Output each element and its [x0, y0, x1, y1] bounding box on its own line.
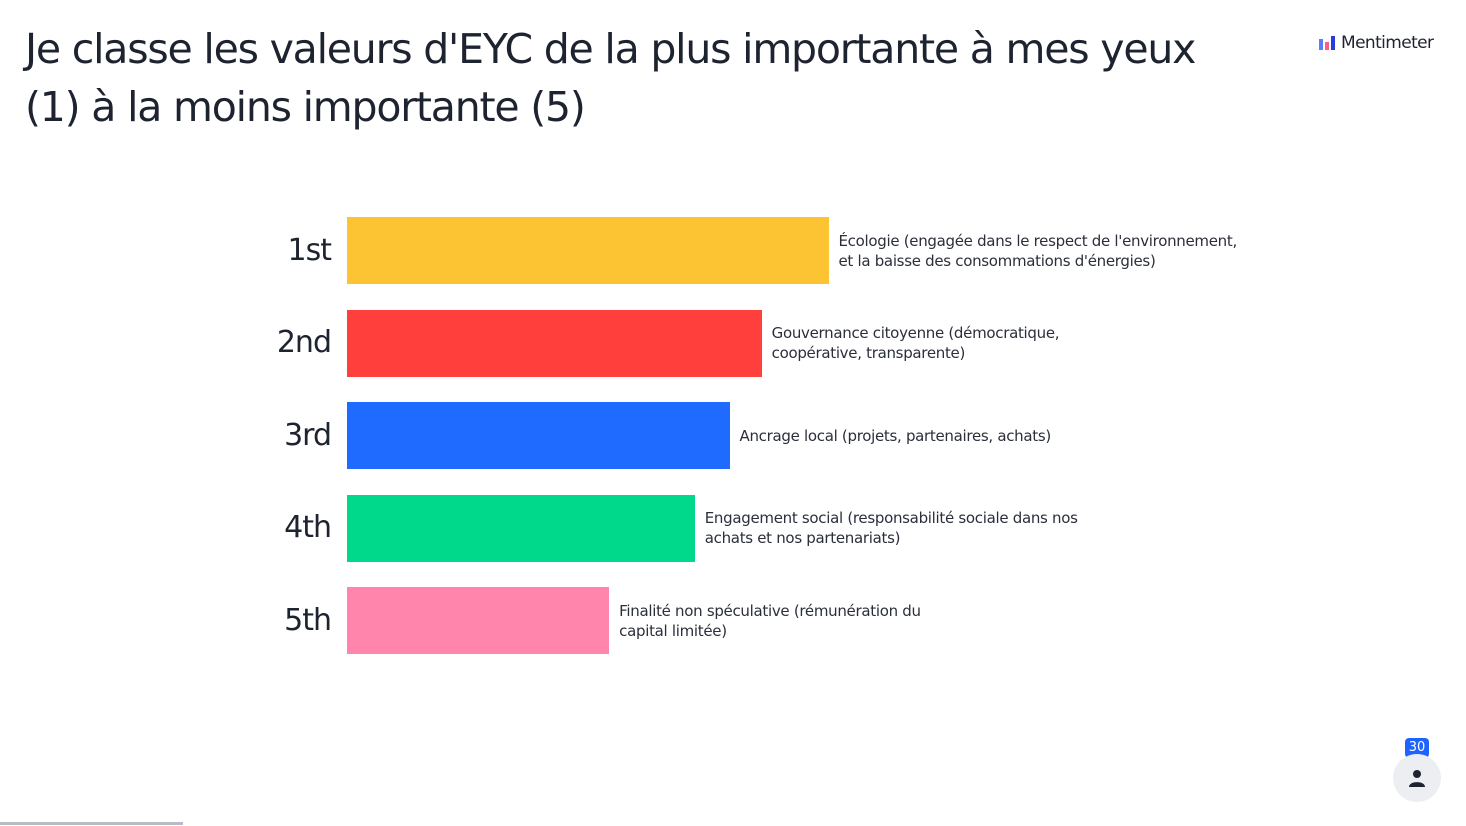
bar-description: Gouvernance citoyenne (démocratique, coo… [771, 324, 1060, 362]
ranking-bar [347, 402, 730, 469]
mentimeter-logo-icon [1319, 36, 1335, 50]
rank-label: 1st [287, 232, 332, 268]
person-icon [1393, 754, 1441, 802]
rank-label: 3rd [284, 417, 332, 453]
bar-description: Engagement social (responsabilité social… [704, 509, 1078, 547]
bar-description: Écologie (engagée dans le respect de l'e… [838, 231, 1238, 270]
rank-label: 2nd [276, 325, 332, 360]
presentation-progress-bar [0, 822, 183, 825]
bar-description: Finalité non spéculative (rémunération d… [619, 601, 921, 640]
ranking-bar [347, 494, 695, 562]
participants-widget[interactable]: 30 [1393, 738, 1441, 802]
slide-title: Je classe les valeurs d'EYC de la plus i… [25, 25, 1196, 131]
participant-count-badge: 30 [1405, 738, 1429, 758]
ranking-bar [347, 217, 829, 284]
brand: Mentimeter [1319, 33, 1434, 53]
bar-description: Ancrage local (projets, partenaires, ach… [739, 426, 1052, 445]
ranking-bar [347, 587, 610, 654]
rank-label: 5th [284, 602, 332, 638]
ranking-bar [347, 309, 762, 377]
brand-name: Mentimeter [1341, 33, 1434, 53]
rank-label: 4th [284, 510, 332, 545]
